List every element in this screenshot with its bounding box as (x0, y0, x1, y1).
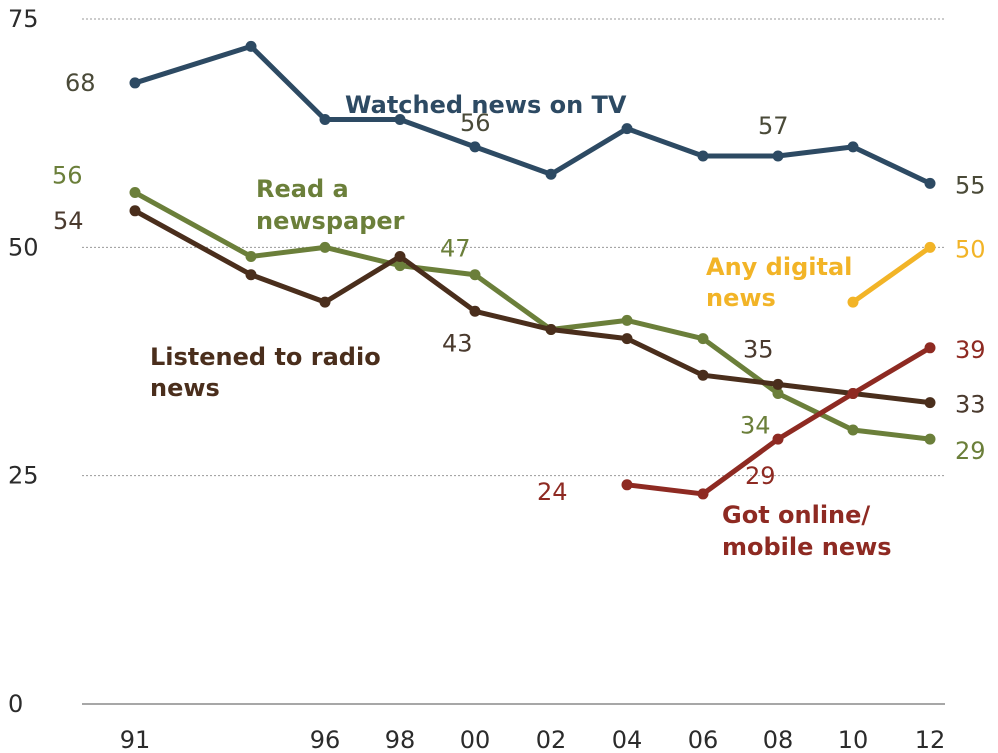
data-point (245, 250, 257, 262)
data-point (129, 205, 141, 217)
series-name-label: news (150, 374, 220, 402)
gridlines (82, 18, 945, 705)
data-label: 56 (460, 109, 491, 137)
data-label: 35 (743, 335, 774, 363)
data-point (772, 387, 784, 399)
data-point (847, 387, 859, 399)
data-label: 55 (955, 171, 986, 199)
data-point (545, 168, 557, 180)
data-point (847, 296, 859, 308)
data-label: 24 (537, 478, 568, 506)
data-point (697, 488, 709, 500)
data-point (129, 77, 141, 89)
series-name-label: newspaper (256, 207, 405, 235)
data-point (924, 342, 936, 354)
data-point (697, 333, 709, 345)
series-name-label: Listened to radio (150, 343, 381, 371)
series-name-label: mobile news (722, 533, 892, 561)
data-label: 29 (745, 462, 776, 490)
data-point (469, 305, 481, 317)
series-labels: Watched news on TV Read a newspaper Listene… (150, 91, 892, 561)
series-line (132, 208, 933, 406)
series-name-label: Read a (256, 175, 349, 203)
data-point (847, 141, 859, 153)
data-point (319, 296, 331, 308)
data-label: 34 (740, 411, 771, 439)
data-point (924, 177, 936, 189)
data-point (924, 433, 936, 445)
x-tick-label: 96 (310, 726, 341, 753)
data-label: 43 (442, 329, 473, 357)
x-tick-label: 10 (838, 726, 869, 753)
x-axis-ticks: 91 96 98 00 02 04 06 08 10 12 (120, 726, 946, 753)
series-lines (129, 40, 936, 500)
y-axis-ticks: 0 25 50 75 (8, 5, 39, 718)
series-name-label: news (706, 284, 776, 312)
data-point (772, 150, 784, 162)
x-tick-label: 08 (763, 726, 794, 753)
data-point (621, 314, 633, 326)
data-point (924, 241, 936, 253)
data-point (697, 369, 709, 381)
data-point (245, 40, 257, 52)
data-point (469, 269, 481, 281)
x-tick-label: 04 (612, 726, 643, 753)
data-label: 39 (955, 336, 986, 364)
data-point (621, 479, 633, 491)
data-point (245, 269, 257, 281)
data-label: 56 (52, 162, 83, 190)
x-tick-label: 12 (915, 726, 946, 753)
series-line (850, 244, 933, 305)
series-name-label: Watched news on TV (345, 91, 627, 119)
data-point (319, 241, 331, 253)
data-label: 33 (955, 391, 986, 419)
series-line (132, 190, 933, 442)
x-tick-label: 06 (688, 726, 719, 753)
x-tick-label: 02 (536, 726, 567, 753)
data-point (924, 397, 936, 409)
y-tick-label: 50 (8, 233, 39, 261)
series-name-label: Got online/ (722, 501, 870, 529)
data-label: 54 (53, 207, 84, 235)
data-point (129, 187, 141, 199)
data-point (469, 141, 481, 153)
series-name-label: Any digital (706, 253, 852, 281)
data-point (847, 424, 859, 436)
y-tick-label: 0 (8, 690, 23, 718)
data-point (621, 333, 633, 345)
y-tick-label: 75 (8, 5, 39, 33)
data-label: 68 (65, 69, 96, 97)
data-point (394, 250, 406, 262)
data-label: 57 (758, 112, 789, 140)
data-point (697, 150, 709, 162)
data-point (772, 378, 784, 390)
x-tick-label: 00 (460, 726, 491, 753)
data-point (545, 324, 557, 336)
data-point (394, 113, 406, 125)
data-label: 29 (955, 437, 986, 465)
data-point (772, 433, 784, 445)
data-point (621, 123, 633, 135)
data-label: 47 (440, 235, 471, 263)
data-point (394, 260, 406, 272)
data-label: 50 (955, 235, 986, 263)
x-tick-label: 91 (120, 726, 151, 753)
series-line (624, 345, 933, 497)
data-labels: 68 56 57 55 56 47 34 29 54 43 35 33 24 29 39 50 (52, 69, 986, 506)
data-point (319, 113, 331, 125)
y-tick-label: 25 (8, 462, 39, 490)
x-tick-label: 98 (385, 726, 416, 753)
